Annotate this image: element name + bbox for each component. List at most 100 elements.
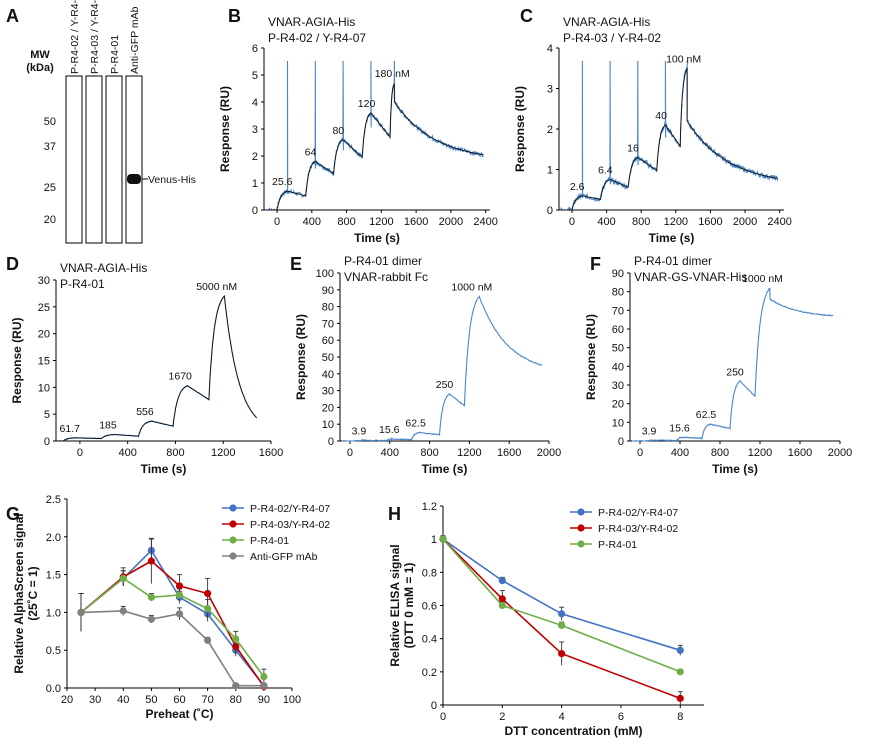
x-tick-label: 1600 bbox=[404, 216, 428, 228]
y-axis-title-line1: Relative AlphaScreen signal bbox=[12, 513, 26, 673]
fit-curve bbox=[58, 294, 258, 442]
data-point bbox=[119, 607, 127, 615]
x-tick-label: 400 bbox=[597, 216, 615, 228]
x-tick-label: 800 bbox=[711, 447, 729, 459]
x-tick-label: 70 bbox=[202, 694, 214, 706]
x-axis-title: Time (s) bbox=[141, 462, 187, 476]
panel-title-line2: VNAR-GS-VNAR-His bbox=[634, 270, 747, 284]
concentration-label: 15.6 bbox=[669, 422, 690, 434]
data-point bbox=[439, 535, 447, 543]
y-tick-label: 0 bbox=[618, 436, 624, 448]
y-tick-label: 1.0 bbox=[46, 607, 61, 619]
legend-entry: Anti-GFP mAb bbox=[250, 551, 318, 563]
y-tick-label: 1.2 bbox=[422, 501, 437, 513]
x-tick-label: 2400 bbox=[473, 216, 497, 228]
y-tick-label: 1 bbox=[431, 534, 437, 546]
y-tick-label: 2 bbox=[547, 124, 553, 136]
x-tick-label: 800 bbox=[632, 216, 650, 228]
y-tick-label: 30 bbox=[612, 380, 624, 392]
data-point bbox=[676, 646, 684, 654]
concentration-label: 62.5 bbox=[696, 409, 717, 421]
data-point bbox=[175, 610, 184, 618]
legend-swatch-marker bbox=[229, 520, 237, 528]
x-tick-label: 100 bbox=[283, 694, 301, 706]
y-tick-label: 0.8 bbox=[422, 567, 437, 579]
panel-label-a: A bbox=[6, 6, 19, 26]
data-point bbox=[558, 610, 566, 618]
mw-title: MW bbox=[30, 49, 50, 61]
y-tick-label: 25 bbox=[38, 302, 50, 314]
x-tick-label: 20 bbox=[61, 694, 73, 706]
concentration-label: 1000 nM bbox=[451, 282, 492, 294]
y-tick-label: 0 bbox=[44, 436, 50, 448]
data-point bbox=[77, 608, 85, 617]
y-tick-label: 1 bbox=[547, 165, 553, 177]
series-line bbox=[442, 538, 681, 652]
mw-marker: 25 bbox=[44, 182, 56, 194]
x-tick-label: 1600 bbox=[788, 447, 812, 459]
data-point bbox=[232, 642, 240, 651]
panel-c: 0 400 800 1200 1600 2000 2400 0 1 2 3 4 Response (RU… bbox=[513, 15, 792, 245]
data-point bbox=[232, 635, 240, 643]
concentration-label: 3.9 bbox=[642, 425, 657, 437]
panel-d: 0 400 800 1200 1600 0 5 10 15 20 25 30 Response (RU)… bbox=[10, 261, 283, 476]
panel-title-line1: VNAR-AGIA-His bbox=[563, 15, 650, 29]
mw-marker: 37 bbox=[44, 141, 56, 153]
legend-swatch-marker bbox=[229, 536, 237, 544]
x-tick-label: 2000 bbox=[733, 216, 757, 228]
y-axis-title: Response (RU) bbox=[294, 314, 308, 400]
x-tick-label: 40 bbox=[117, 694, 129, 706]
panel-b: 0 400 800 1200 1600 2000 2400 0 1 2 3 4 5 6 Response (… bbox=[218, 15, 498, 245]
y-tick-label: 4 bbox=[252, 97, 258, 109]
x-tick-label: 30 bbox=[89, 694, 101, 706]
series-p-r4-02-y-r4-07 bbox=[77, 538, 268, 690]
sensorgram-trace bbox=[632, 287, 834, 442]
y-tick-label: 10 bbox=[612, 417, 624, 429]
x-axis-title: Time (s) bbox=[354, 231, 400, 245]
concentration-label: 556 bbox=[136, 406, 154, 418]
x-tick-label: 800 bbox=[337, 216, 355, 228]
concentration-label: 1000 nM bbox=[742, 273, 783, 285]
data-point bbox=[175, 591, 184, 599]
data-point bbox=[175, 582, 184, 590]
y-tick-label: 90 bbox=[322, 285, 334, 297]
series-line bbox=[80, 577, 265, 678]
series-anti-gfp-mab bbox=[77, 593, 268, 690]
y-tick-label: 3 bbox=[547, 84, 553, 96]
y-tick-label: 1.5 bbox=[46, 570, 61, 582]
concentration-label: 3.9 bbox=[352, 425, 367, 437]
data-point bbox=[204, 636, 212, 644]
protein-band bbox=[127, 174, 141, 184]
y-tick-label: 0.5 bbox=[46, 645, 61, 657]
y-tick-label: 1 bbox=[252, 178, 258, 190]
y-tick-label: 0.0 bbox=[46, 683, 61, 695]
legend-entry: P-R4-01 bbox=[598, 539, 637, 551]
data-point bbox=[147, 615, 155, 623]
series-line bbox=[80, 549, 265, 687]
concentration-label: 62.5 bbox=[405, 418, 426, 430]
panel-label-h: H bbox=[388, 504, 401, 524]
y-axis-title-line2: (DTT 0 mM = 1) bbox=[402, 563, 416, 649]
data-point bbox=[498, 595, 506, 603]
legend-swatch-marker bbox=[577, 508, 585, 516]
x-tick-label: 90 bbox=[258, 694, 270, 706]
y-tick-label: 80 bbox=[322, 302, 334, 314]
series-p-r4-01 bbox=[439, 535, 684, 676]
concentration-label: 250 bbox=[726, 366, 744, 378]
y-tick-label: 5 bbox=[44, 409, 50, 421]
panel-label-f: F bbox=[590, 254, 601, 274]
blot-lane bbox=[65, 75, 83, 244]
series-p-r4-02-y-r4-07 bbox=[439, 535, 684, 656]
x-tick-label: 400 bbox=[671, 447, 689, 459]
y-tick-label: 6 bbox=[252, 43, 258, 55]
y-tick-label: 90 bbox=[612, 268, 624, 280]
y-tick-label: 3 bbox=[252, 124, 258, 136]
mw-marker: 20 bbox=[44, 214, 56, 226]
x-tick-label: 800 bbox=[166, 447, 184, 459]
y-tick-label: 2 bbox=[252, 151, 258, 163]
panel-e: 0 400 800 1200 1600 2000 0 10 20 30 40 50 60 70 80 90 10… bbox=[294, 254, 561, 476]
y-tick-label: 60 bbox=[322, 335, 334, 347]
y-tick-label: 30 bbox=[38, 275, 50, 287]
x-tick-label: 800 bbox=[420, 447, 438, 459]
